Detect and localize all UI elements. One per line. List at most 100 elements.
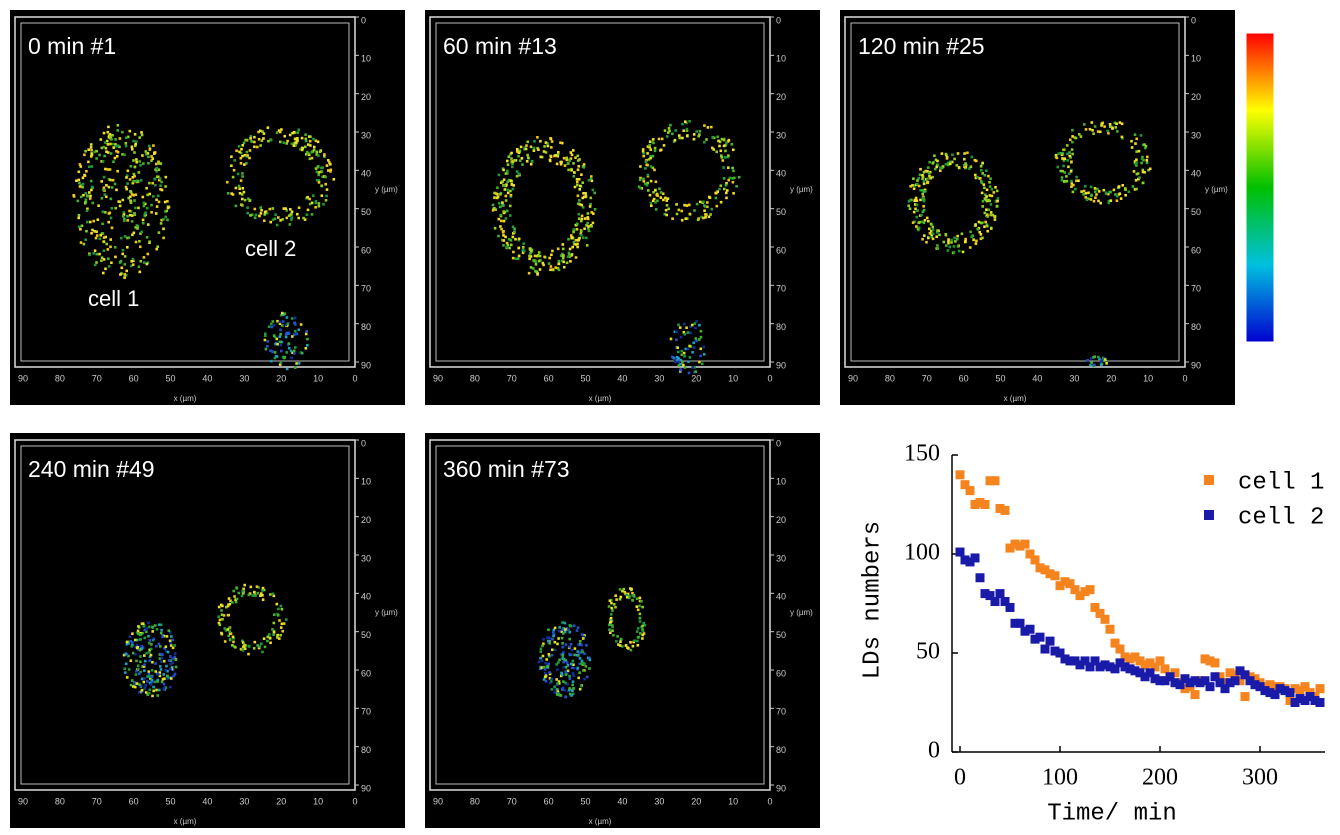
lipid-droplet	[581, 196, 584, 200]
lipid-droplet	[555, 678, 558, 681]
lipid-droplet	[78, 225, 81, 229]
lipid-droplet	[138, 633, 142, 637]
lipid-droplet	[547, 262, 551, 265]
lipid-droplet	[541, 261, 545, 265]
lipid-droplet	[253, 145, 256, 149]
lipid-droplet	[639, 165, 642, 168]
lipid-droplet	[936, 159, 939, 163]
lipid-droplet	[580, 233, 583, 237]
lipid-droplet	[641, 605, 644, 609]
lipid-droplet	[582, 635, 585, 639]
lipid-droplet	[556, 682, 559, 685]
lipid-droplet	[147, 621, 150, 625]
lipid-droplet	[144, 152, 148, 156]
lipid-droplet	[654, 189, 657, 192]
lipid-droplet	[572, 663, 575, 666]
lipid-droplet	[548, 256, 551, 260]
lipid-droplet	[584, 217, 587, 220]
lipid-droplet	[157, 623, 161, 626]
lipid-droplet	[919, 189, 922, 192]
lipid-droplet	[259, 594, 262, 597]
lipid-droplet	[956, 234, 959, 238]
lipid-droplet	[88, 165, 91, 169]
lipid-droplet	[580, 659, 584, 663]
lipid-droplet	[701, 362, 704, 366]
lipid-droplet	[276, 633, 279, 637]
lipid-droplet	[137, 632, 140, 636]
lipid-droplet	[145, 186, 148, 190]
lipid-droplet	[586, 212, 590, 215]
lipid-droplet	[737, 175, 741, 179]
lipid-droplet	[630, 587, 633, 591]
lipid-droplet	[127, 196, 130, 200]
lipid-droplet	[259, 144, 262, 147]
data-point	[990, 476, 1000, 486]
lipid-droplet	[251, 594, 254, 597]
lipid-droplet	[723, 156, 727, 159]
lipid-droplet	[948, 162, 952, 166]
lipid-droplet	[649, 148, 653, 151]
lipid-droplet	[241, 204, 244, 207]
lipid-droplet	[304, 133, 307, 136]
lipid-droplet	[148, 688, 152, 692]
lipid-droplet	[936, 247, 939, 250]
lipid-droplet	[615, 640, 618, 643]
data-point	[1150, 662, 1160, 672]
lipid-droplet	[648, 145, 651, 149]
lipid-droplet	[133, 151, 136, 154]
lipid-droplet	[226, 604, 230, 608]
lipid-droplet	[514, 257, 517, 260]
lipid-droplet	[527, 271, 531, 275]
lipid-droplet	[909, 185, 912, 188]
lipid-droplet	[100, 197, 104, 200]
lipid-droplet	[923, 188, 927, 192]
lipid-droplet	[256, 145, 259, 149]
lipid-droplet	[139, 660, 142, 664]
lipid-droplet	[147, 670, 151, 673]
y-axis-label: y (µm)	[375, 608, 398, 617]
lipid-droplet	[995, 189, 999, 193]
lipid-droplet	[131, 257, 135, 261]
lipid-droplet	[277, 607, 280, 611]
lipid-droplet	[140, 131, 143, 134]
lipid-droplet	[169, 685, 172, 689]
lipid-droplet	[562, 627, 565, 630]
lipid-droplet	[931, 162, 935, 165]
lipid-droplet	[271, 320, 275, 323]
lipid-droplet	[134, 638, 137, 642]
lipid-droplet	[116, 129, 119, 132]
lipid-droplet	[95, 261, 98, 264]
lipid-droplet	[139, 637, 142, 641]
lipid-droplet	[134, 142, 137, 146]
lipid-droplet	[591, 221, 595, 225]
lipid-droplet	[618, 597, 622, 601]
lipid-droplet	[562, 256, 565, 260]
lipid-droplet	[509, 204, 512, 208]
lipid-droplet	[642, 632, 646, 635]
lipid-droplet	[143, 663, 146, 667]
lipid-droplet	[684, 217, 687, 220]
lipid-droplet	[702, 216, 705, 220]
lipid-droplet	[688, 344, 691, 348]
lipid-droplet	[109, 197, 113, 201]
lipid-droplet	[248, 199, 252, 202]
lipid-droplet	[124, 652, 127, 656]
lipid-droplet	[125, 136, 128, 139]
lipid-droplet	[254, 213, 258, 217]
lipid-droplet	[78, 181, 81, 185]
data-point	[1050, 646, 1060, 656]
lipid-droplet	[571, 659, 575, 663]
x-tick-label: 10	[1143, 373, 1153, 383]
lipid-droplet	[269, 349, 272, 352]
lipid-droplet	[1094, 190, 1097, 193]
lipid-droplet	[919, 198, 922, 202]
lipid-droplet	[976, 175, 979, 179]
lipid-droplet	[1063, 180, 1066, 183]
lipid-droplet	[547, 662, 550, 666]
lipid-droplet	[169, 641, 173, 645]
lipid-droplet	[282, 141, 285, 144]
lipid-droplet	[671, 132, 674, 136]
lipid-droplet	[102, 145, 106, 149]
lipid-droplet	[163, 677, 166, 680]
data-point	[970, 553, 980, 563]
